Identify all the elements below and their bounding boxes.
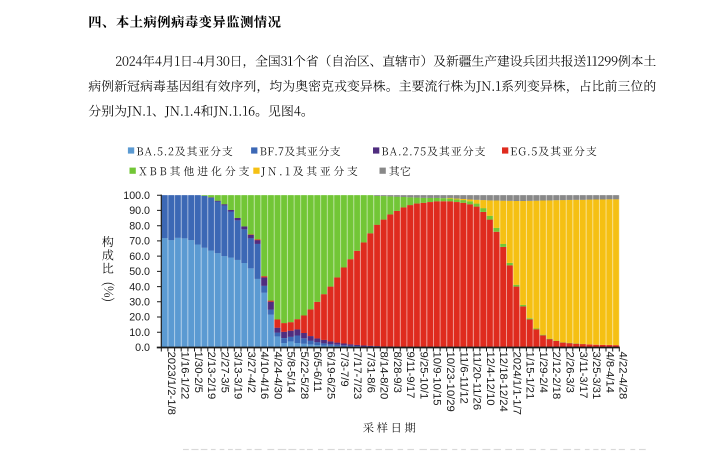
svg-text:10/23-10/29: 10/23-10/29: [444, 352, 456, 412]
svg-text:3/11-3/17: 3/11-3/17: [577, 352, 589, 399]
svg-text:4/24-4/30: 4/24-4/30: [271, 352, 283, 400]
svg-text:5/22-5/28: 5/22-5/28: [298, 352, 310, 400]
svg-text:50.0: 50.0: [129, 266, 150, 278]
svg-text:1/30-2/5: 1/30-2/5: [192, 352, 204, 393]
svg-text:40.0: 40.0: [129, 281, 150, 293]
svg-text:12/4-12/10: 12/4-12/10: [484, 352, 496, 406]
svg-text:8/28-9/3: 8/28-9/3: [391, 352, 403, 393]
svg-text:4/22-4/28: 4/22-4/28: [617, 352, 629, 400]
svg-text:9/11-9/17: 9/11-9/17: [404, 352, 416, 399]
svg-text:2/12-2/18: 2/12-2/18: [550, 352, 562, 400]
svg-text:1/15-1/21: 1/15-1/21: [524, 352, 536, 400]
svg-text:3/27-4/2: 3/27-4/2: [245, 352, 257, 393]
svg-text:30.0: 30.0: [129, 297, 150, 309]
svg-text:3/13-3/19: 3/13-3/19: [232, 352, 244, 400]
svg-text:2/27-3/5: 2/27-3/5: [218, 352, 230, 393]
svg-text:2024/1/1-1/7: 2024/1/1-1/7: [510, 352, 522, 415]
svg-text:2/26-3/3: 2/26-3/3: [564, 352, 576, 393]
svg-text:1/29-2/4: 1/29-2/4: [537, 352, 549, 393]
svg-text:7/3-7/9: 7/3-7/9: [338, 352, 350, 387]
svg-text:0.0: 0.0: [135, 342, 150, 354]
svg-text:7/17-7/23: 7/17-7/23: [351, 352, 363, 400]
svg-text:11/6-11/12: 11/6-11/12: [457, 352, 469, 404]
svg-text:100.0: 100.0: [123, 190, 150, 202]
svg-text:1/16-1/22: 1/16-1/22: [179, 352, 191, 400]
svg-text:12/18-12/24: 12/18-12/24: [497, 352, 509, 412]
svg-text:8/14-8/20: 8/14-8/20: [378, 352, 390, 400]
svg-text:20.0: 20.0: [129, 312, 150, 324]
svg-text:60.0: 60.0: [129, 251, 150, 263]
svg-text:6/19-6/25: 6/19-6/25: [325, 352, 337, 400]
svg-text:10/9-10/15: 10/9-10/15: [431, 352, 443, 406]
svg-text:90.0: 90.0: [129, 205, 150, 217]
svg-text:6/5-6/11: 6/5-6/11: [311, 352, 323, 393]
svg-text:7/31-8/6: 7/31-8/6: [364, 352, 376, 393]
svg-text:5/8-5/14: 5/8-5/14: [285, 352, 297, 393]
svg-text:9/25-10/1: 9/25-10/1: [418, 352, 430, 400]
svg-text:80.0: 80.0: [129, 220, 150, 232]
svg-text:10.0: 10.0: [129, 327, 150, 339]
svg-text:3/25-3/31: 3/25-3/31: [590, 352, 602, 400]
svg-text:4/8-4/14: 4/8-4/14: [603, 352, 615, 393]
svg-text:4/10-4/16: 4/10-4/16: [258, 352, 270, 400]
svg-text:2023/1/2-1/8: 2023/1/2-1/8: [165, 352, 177, 415]
svg-text:11/20-11/26: 11/20-11/26: [471, 352, 483, 411]
svg-text:70.0: 70.0: [129, 236, 150, 248]
svg-text:2/13-2/19: 2/13-2/19: [205, 352, 217, 400]
